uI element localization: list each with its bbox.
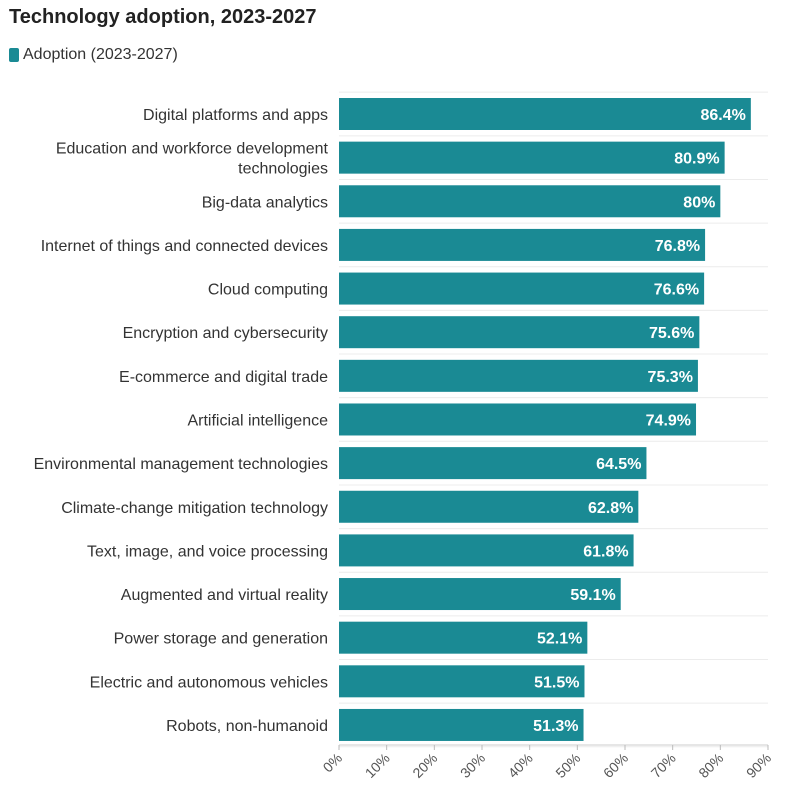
category-label: Big-data analytics	[202, 194, 328, 211]
bar-value-label: 61.8%	[583, 543, 628, 560]
bar-value-label: 64.5%	[596, 456, 641, 473]
category-label: Environmental management technologies	[34, 456, 328, 473]
x-tick-label: 70%	[648, 750, 679, 781]
bar-value-label: 80%	[683, 194, 715, 211]
x-tick-label: 10%	[362, 750, 393, 781]
bar	[339, 359, 698, 392]
bar-value-label: 75.6%	[649, 325, 694, 342]
x-tick-label: 90%	[743, 750, 774, 781]
bar-value-label: 59.1%	[570, 587, 615, 604]
category-label: Power storage and generation	[114, 631, 328, 648]
category-label: Electric and autonomous vehicles	[90, 674, 328, 691]
bar	[339, 403, 697, 436]
category-label: Augmented and virtual reality	[121, 587, 328, 604]
legend-swatch	[9, 48, 19, 62]
bar	[339, 447, 647, 480]
x-tick-label: 20%	[409, 750, 440, 781]
x-tick-label: 80%	[695, 750, 726, 781]
bar	[339, 272, 705, 305]
bar	[339, 621, 588, 654]
bar-value-label: 86.4%	[700, 107, 745, 124]
category-label: Internet of things and connected devices	[41, 238, 328, 255]
chart-title: Technology adoption, 2023-2027	[9, 6, 317, 28]
category-label: Robots, non-humanoid	[166, 718, 328, 735]
category-label: Cloud computing	[208, 282, 328, 299]
bar	[339, 665, 585, 698]
bar-value-label: 76.8%	[655, 238, 700, 255]
x-tick-label: 50%	[552, 750, 583, 781]
bar	[339, 185, 721, 218]
bar-value-label: 52.1%	[537, 631, 582, 648]
bar	[339, 578, 621, 611]
bar	[339, 316, 700, 349]
bar-value-label: 62.8%	[588, 500, 633, 517]
x-tick-label: 30%	[457, 750, 488, 781]
category-label: Text, image, and voice processing	[87, 543, 328, 560]
bar	[339, 98, 751, 130]
category-label: Artificial intelligence	[187, 412, 328, 429]
category-label: Digital platforms and apps	[143, 107, 328, 124]
x-tick-label: 60%	[600, 750, 631, 781]
category-label: technologies	[238, 161, 328, 178]
category-label: Encryption and cybersecurity	[123, 325, 328, 342]
bar	[339, 490, 639, 523]
bar-value-label: 76.6%	[654, 282, 699, 299]
legend-label: Adoption (2023-2027)	[23, 46, 178, 63]
bar-value-label: 75.3%	[648, 369, 693, 386]
bar-value-label: 51.3%	[533, 718, 578, 735]
bar	[339, 228, 706, 261]
bar-value-label: 51.5%	[534, 674, 579, 691]
x-tick-label: 40%	[505, 750, 536, 781]
bar-value-label: 80.9%	[674, 151, 719, 168]
category-label: Climate-change mitigation technology	[61, 500, 328, 517]
category-label: E-commerce and digital trade	[119, 369, 328, 386]
category-label: Education and workforce development	[56, 141, 329, 158]
bar	[339, 708, 584, 741]
bar	[339, 141, 725, 174]
legend: Adoption (2023-2027)	[9, 46, 178, 64]
bar-value-label: 74.9%	[646, 412, 691, 429]
x-tick-label: 0%	[319, 750, 345, 776]
bar	[339, 534, 634, 567]
